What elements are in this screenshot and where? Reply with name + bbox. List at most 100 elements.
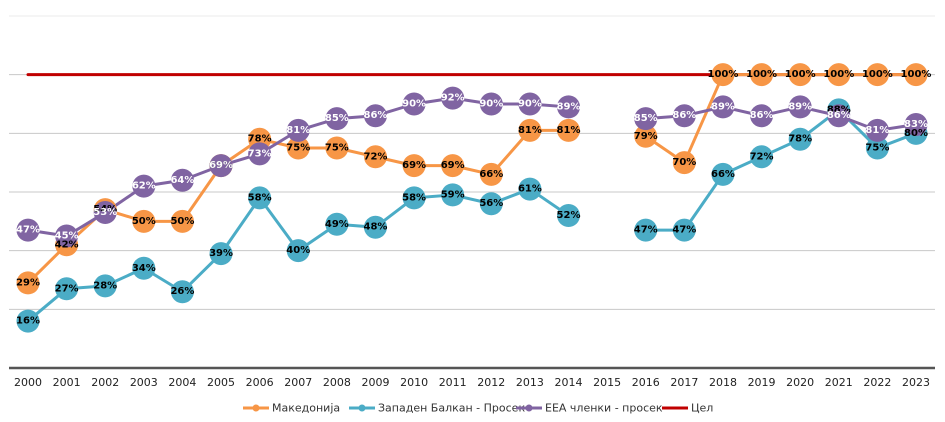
series-1-data-label: 72% — [750, 151, 774, 162]
legend-label: Македонија — [272, 402, 340, 415]
series-0-point — [750, 63, 774, 87]
series-2-point — [93, 201, 117, 225]
x-tick-label: 2011 — [439, 376, 467, 389]
series-2-point — [170, 168, 194, 192]
series-0-data-label: 72% — [364, 151, 388, 162]
series-1-data-label: 58% — [248, 192, 272, 203]
series-2-data-label: 85% — [634, 113, 658, 124]
legend-item: Западен Балкан - Просек — [349, 402, 525, 415]
series-2-point — [557, 95, 581, 119]
series-1-point — [750, 145, 774, 169]
series-1-point — [55, 277, 79, 301]
series-0-point — [634, 124, 658, 148]
series-1-point — [93, 274, 117, 298]
x-tick-label: 2005 — [207, 376, 235, 389]
series-2-point — [904, 113, 928, 137]
series-0-data-label: 75% — [325, 143, 349, 154]
series-0-data-label: 100% — [785, 69, 816, 80]
series-1-data-label: 49% — [325, 219, 349, 230]
series-2-data-label: 92% — [441, 93, 465, 104]
series-2-data-label: 81% — [865, 125, 889, 136]
series-2-point — [55, 224, 79, 248]
series-0-data-label: 50% — [170, 216, 194, 227]
series-2-data-label: 86% — [750, 110, 774, 121]
series-2-data-label: 53% — [93, 207, 117, 218]
series-2-data-label: 62% — [132, 181, 156, 192]
series-0-data-label: 75% — [286, 143, 310, 154]
series-1-point — [209, 242, 233, 266]
series-2-data-label: 89% — [557, 101, 581, 112]
series-1-data-label: 88% — [827, 104, 851, 115]
series-1-data-label: 28% — [93, 280, 117, 291]
x-tick-label: 2001 — [53, 376, 81, 389]
x-tick-label: 2012 — [477, 376, 505, 389]
series-0-point — [402, 154, 426, 178]
series-2-data-label: 47% — [16, 225, 40, 236]
series-1-data-label: 47% — [672, 225, 696, 236]
series-0-point — [518, 118, 542, 142]
x-tick-label: 2014 — [555, 376, 583, 389]
series-1-data-label: 80% — [904, 128, 928, 139]
series-2-point — [711, 95, 735, 119]
legend-label: ЕЕА членки - просек — [545, 402, 663, 415]
series-0-point — [827, 63, 851, 87]
series-1-data-label: 40% — [286, 245, 310, 256]
x-tick-label: 2010 — [400, 376, 428, 389]
x-tick-label: 2016 — [632, 376, 660, 389]
x-tick-label: 2022 — [863, 376, 891, 389]
series-1-point — [441, 183, 465, 207]
series-1-point — [479, 192, 503, 216]
series-0-data-label: 69% — [402, 160, 426, 171]
series-1-data-label: 66% — [711, 169, 735, 180]
x-tick-label: 2003 — [130, 376, 158, 389]
series-1-data-label: 78% — [788, 134, 812, 145]
series-2-data-label: 83% — [904, 119, 928, 130]
series-0-data-label: 78% — [248, 134, 272, 145]
legend-marker — [358, 404, 366, 412]
series-2-point — [16, 218, 40, 242]
series-0-data-label: 100% — [708, 69, 739, 80]
series-0-data-label: 100% — [746, 69, 777, 80]
series-0-data-label: 54% — [93, 204, 117, 215]
series-0-point — [479, 162, 503, 186]
series-2-data-label: 73% — [248, 148, 272, 159]
x-tick-label: 2013 — [516, 376, 544, 389]
series-2-point — [441, 86, 465, 110]
x-axis: 2000 2001 2002 2003 2004 2005 2006 2007 2008 2009… — [9, 366, 935, 389]
series-1-data-label: 56% — [479, 198, 503, 209]
series-1-point — [325, 212, 349, 236]
series-2-data-label: 90% — [479, 99, 503, 110]
legend-item: Цел — [662, 402, 713, 415]
series-1-point — [402, 186, 426, 210]
series-1-data-label: 75% — [865, 143, 889, 154]
series-2-point — [325, 107, 349, 131]
series-1-point — [672, 218, 696, 242]
series-markers — [16, 63, 928, 333]
series-2-data-label: 89% — [788, 101, 812, 112]
series-0-point — [904, 63, 928, 87]
series-2-point — [518, 92, 542, 116]
legend-label: Цел — [691, 402, 713, 415]
series-2-data-label: 89% — [711, 101, 735, 112]
series-2-point — [479, 92, 503, 116]
series-2-point — [132, 174, 156, 198]
series-1-data-label: 39% — [209, 248, 233, 259]
series-1-point — [16, 309, 40, 333]
series-0-data-label: 81% — [518, 125, 542, 136]
series-1-data-label: 48% — [364, 222, 388, 233]
series-2-data-label: 90% — [518, 99, 542, 110]
series-lines — [26, 73, 918, 323]
x-tick-label: 2015 — [593, 376, 621, 389]
series-0-point — [711, 63, 735, 87]
series-1-point — [132, 256, 156, 280]
series-1-point — [788, 127, 812, 151]
series-2-data-label: 81% — [286, 125, 310, 136]
series-1-point — [634, 218, 658, 242]
series-1-data-label: 52% — [557, 210, 581, 221]
series-2-data-label: 86% — [827, 110, 851, 121]
series-2-data-label: 86% — [364, 110, 388, 121]
legend-item: ЕЕА членки - просек — [516, 402, 663, 415]
legend-marker — [525, 404, 533, 412]
series-1-point — [286, 239, 310, 263]
x-tick-label: 2017 — [670, 376, 698, 389]
